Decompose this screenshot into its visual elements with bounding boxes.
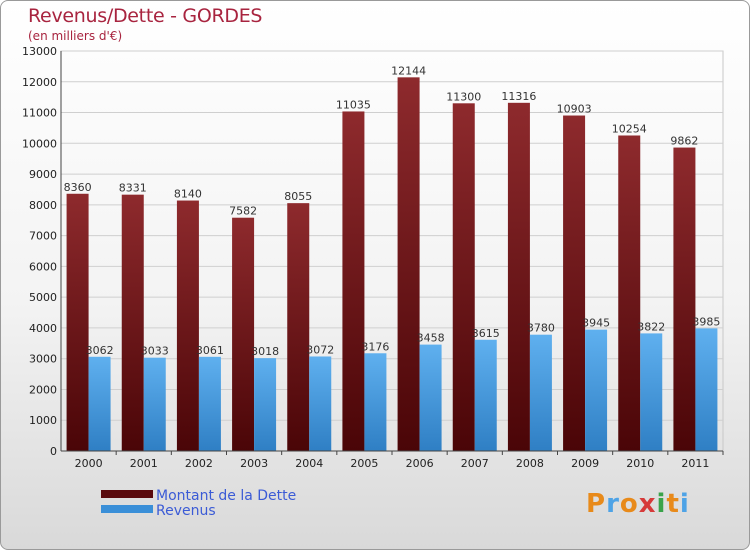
logo-letter: x [638,489,657,519]
dette-bar [287,203,310,451]
x-tick-label: 2000 [75,457,103,470]
legend-dette-label: Montant de la Dette [156,488,296,504]
logo-letter: o [619,489,639,519]
x-tick-label: 2010 [626,457,654,470]
revenus-value-label: 3458 [417,332,445,345]
dette-value-label: 9862 [670,135,698,148]
y-tick-label: 7000 [29,230,57,243]
logo-letter: P [586,489,607,519]
revenus-value-label: 3615 [472,327,500,340]
revenus-bar [585,329,608,451]
x-tick-label: 2002 [185,457,213,470]
revenus-bar [143,357,166,451]
y-tick-label: 13000 [22,45,57,58]
revenus-bar [254,358,277,451]
y-tick-label: 8000 [29,199,57,212]
dette-bar [452,103,475,452]
revenus-value-label: 3822 [637,320,665,333]
y-tick-label: 6000 [29,260,57,273]
y-axis: 0 1000 2000 3000 4000 5000 6000 7000 8000 9000 100… [22,45,62,458]
y-tick-label: 10000 [22,137,57,150]
x-tick-label: 2005 [350,457,378,470]
revenus-bar [474,339,497,451]
x-tick-label: 2009 [571,457,599,470]
dette-value-label: 10254 [612,122,647,135]
dette-bar [673,147,696,452]
y-tick-label: 3000 [29,353,57,366]
dette-value-label: 8140 [174,188,202,201]
legend-revenus-label: Revenus [156,503,216,519]
dette-value-label: 11300 [446,90,481,103]
dette-value-label: 7582 [229,205,257,218]
revenus-bar [364,353,387,451]
dette-value-label: 8331 [119,182,147,195]
dette-bar [176,200,199,451]
revenus-bar [640,333,663,451]
logo-letter: r [606,489,620,519]
dette-bar [507,102,530,452]
dette-bar [342,111,365,451]
revenus-value-label: 3018 [251,345,279,358]
bars-group: 8360 3062 8331 3033 8140 3061 7582 3018 8055 3072… [64,64,720,452]
dette-bar [563,115,586,452]
y-tick-label: 2000 [29,383,57,396]
y-tick-label: 11000 [22,107,57,120]
x-tick-label: 2008 [516,457,544,470]
x-tick-label: 2004 [295,457,323,470]
legend-revenus-swatch [101,505,153,513]
y-tick-label: 4000 [29,322,57,335]
revenus-value-label: 3072 [306,343,334,356]
revenus-bar [419,344,442,451]
revenus-value-label: 3062 [86,344,114,357]
x-tick-label: 2007 [461,457,489,470]
dette-bar [121,194,144,451]
x-tick-label: 2006 [406,457,434,470]
y-tick-label: 5000 [29,291,57,304]
revenus-bar [88,356,111,451]
revenus-bar [529,334,552,451]
legend-dette-swatch [101,490,153,498]
logo-letter: i [656,489,667,519]
logo-letter: t [666,489,680,519]
revenus-value-label: 3033 [141,345,169,358]
dette-value-label: 12144 [391,64,426,77]
logo-letter: i [679,489,690,519]
dette-bar [66,193,89,451]
dette-bar [232,217,255,451]
x-axis: 2000 2001 2002 2003 2004 2005 2006 2007 2008 2009… [61,450,724,470]
revenus-bar [309,356,332,451]
x-tick-label: 2011 [681,457,709,470]
proxiti-logo: Proxiti [586,489,690,519]
dette-value-label: 11035 [336,98,371,111]
dette-value-label: 10903 [557,103,592,116]
y-tick-label: 0 [50,445,57,458]
revenus-value-label: 3945 [582,317,610,330]
x-tick-label: 2003 [240,457,268,470]
chart-title: Revenus/Dette - GORDES [28,5,263,27]
dette-bar [397,77,420,451]
revenus-bar [198,356,221,451]
x-tick-label: 2001 [130,457,158,470]
revenus-value-label: 3985 [692,315,720,328]
dette-value-label: 8360 [64,181,92,194]
dette-value-label: 8055 [284,190,312,203]
revenus-bar [695,328,718,451]
revenus-value-label: 3061 [196,344,224,357]
y-tick-label: 1000 [29,414,57,427]
y-tick-label: 12000 [22,76,57,89]
revenus-value-label: 3780 [527,322,555,335]
chart-subtitle: (en milliers d'€) [28,29,123,43]
dette-bar [618,135,641,451]
y-tick-label: 9000 [29,168,57,181]
revenus-value-label: 3176 [361,340,389,353]
dette-value-label: 11316 [501,90,536,103]
